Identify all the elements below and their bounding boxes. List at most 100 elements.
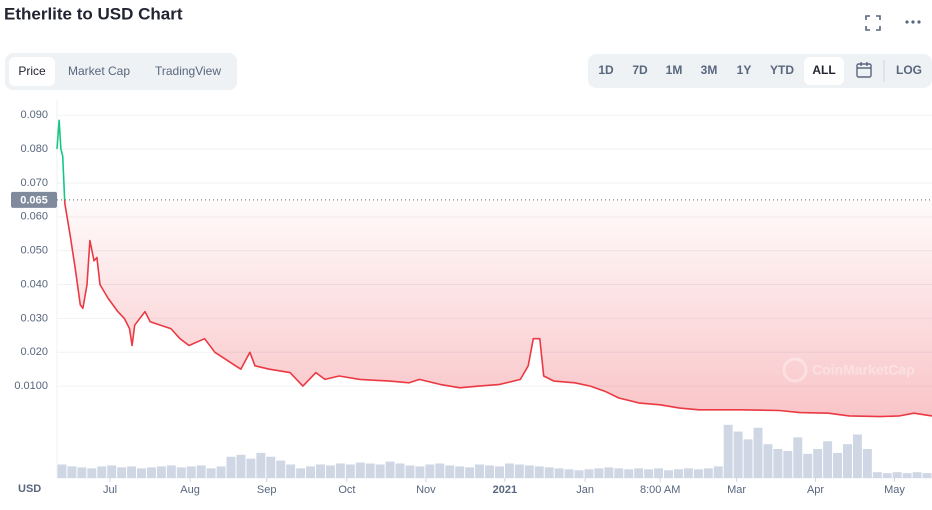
- volume-bar: [594, 468, 604, 478]
- x-tick-label: Nov: [416, 484, 436, 496]
- y-tick-label: 0.090: [20, 109, 48, 121]
- x-tick-label: 8:00 AM: [640, 484, 680, 496]
- volume-bar: [664, 470, 673, 478]
- volume-bar: [216, 466, 226, 478]
- y-tick-label: 0.060: [20, 211, 48, 223]
- volume-bar: [67, 466, 77, 478]
- volume-bar: [266, 456, 276, 478]
- price-line: [56, 119, 932, 418]
- range-button[interactable]: 1Y: [737, 63, 752, 77]
- volume-bar: [276, 460, 286, 478]
- tab[interactable]: Market Cap: [68, 64, 130, 78]
- volume-bar: [57, 464, 67, 478]
- y-tick-label: 0.070: [20, 177, 48, 189]
- volume-bar: [823, 441, 833, 478]
- tab[interactable]: Price: [18, 64, 46, 78]
- volume-bar: [186, 466, 196, 478]
- expand-icon[interactable]: [865, 15, 881, 31]
- volume-bar: [514, 464, 524, 478]
- volume-bar: [584, 469, 594, 478]
- x-tick-label: Jan: [576, 484, 594, 496]
- range-button[interactable]: YTD: [770, 63, 794, 77]
- volume-bar: [345, 464, 355, 478]
- volume-bar: [703, 468, 713, 478]
- volume-bar: [485, 465, 494, 478]
- volume-bar: [654, 468, 664, 478]
- tab[interactable]: TradingView: [155, 64, 221, 78]
- volume-bar: [673, 469, 683, 478]
- log-toggle[interactable]: LOG: [896, 63, 922, 77]
- volume-bar: [236, 454, 246, 478]
- volume-bar: [743, 439, 753, 478]
- volume-bar: [544, 467, 554, 478]
- range-button[interactable]: 1D: [598, 63, 614, 77]
- y-tick-label: 0.080: [20, 143, 48, 155]
- volume-bar: [843, 444, 852, 478]
- volume-bar: [306, 466, 316, 478]
- range-button[interactable]: 3M: [701, 63, 718, 77]
- volume-bar: [763, 444, 773, 478]
- volume-bar: [256, 452, 266, 478]
- volume-bar: [355, 462, 365, 478]
- volume-bar: [713, 466, 723, 478]
- x-tick-label: Mar: [727, 484, 746, 496]
- volume-bar: [127, 466, 137, 478]
- x-tick-label: May: [884, 484, 905, 496]
- volume-bar: [862, 449, 872, 478]
- volume-bar: [375, 464, 385, 478]
- volume-bar: [892, 472, 902, 478]
- chart-title: Etherlite to USD Chart: [4, 4, 183, 23]
- volume-bar: [296, 468, 306, 478]
- x-tick-label: Jul: [103, 484, 117, 496]
- y-tick-label: 0.0100: [14, 380, 48, 392]
- volume-bar: [206, 468, 216, 478]
- volume-bar: [634, 468, 644, 478]
- range-group: [588, 54, 932, 88]
- volume-bar: [902, 473, 912, 478]
- volume-bar: [226, 456, 236, 478]
- volume-bar: [693, 469, 703, 478]
- volume-bar: [166, 465, 176, 478]
- volume-bar: [495, 466, 504, 478]
- watermark-text: CoinMarketCap: [812, 362, 915, 378]
- x-tick-label: Sep: [257, 484, 277, 496]
- volume-bar: [475, 464, 485, 478]
- volume-bar: [852, 434, 862, 478]
- volume-bar: [554, 468, 564, 478]
- volume-bar: [465, 467, 475, 478]
- volume-bar: [614, 468, 624, 478]
- volume-bar: [415, 466, 425, 478]
- volume-bar: [783, 450, 793, 478]
- volume-bar: [435, 463, 445, 478]
- range-button[interactable]: 7D: [632, 63, 648, 77]
- range-button[interactable]: ALL: [812, 63, 835, 77]
- y-tick-label: 0.020: [20, 346, 48, 358]
- volume-bar: [365, 463, 375, 478]
- calendar-icon[interactable]: [856, 62, 872, 78]
- volume-bar: [176, 467, 186, 478]
- volume-bar: [316, 464, 325, 478]
- volume-bar: [733, 431, 743, 478]
- watermark: CoinMarketCap: [782, 357, 915, 383]
- volume-bar: [833, 452, 843, 478]
- volume-bar: [117, 467, 127, 478]
- more-icon[interactable]: [905, 20, 921, 24]
- volume-bar: [813, 449, 823, 478]
- volume-bar: [455, 466, 465, 478]
- volume-bar: [196, 465, 206, 478]
- volume-bar: [246, 458, 256, 478]
- range-button[interactable]: 1M: [666, 63, 683, 77]
- volume-bar: [773, 449, 783, 478]
- volume-bar: [425, 464, 435, 478]
- y-tick-label: 0.050: [20, 245, 48, 257]
- volume-bar: [97, 466, 107, 478]
- y-tick-label: 0.030: [20, 312, 48, 324]
- volume-bar: [107, 465, 117, 478]
- reference-label: 0.065: [20, 194, 48, 206]
- y-axis-label: USD: [18, 483, 41, 495]
- y-tick-label: 0.040: [20, 278, 48, 290]
- volume-bar: [922, 473, 932, 478]
- volume-bar: [504, 463, 514, 478]
